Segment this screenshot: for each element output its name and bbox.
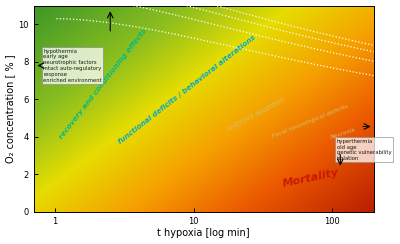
Text: functional deficits / behavioral alterations: functional deficits / behavioral alterat… <box>118 34 257 145</box>
Text: Mortality: Mortality <box>281 167 340 189</box>
Text: selective apoptosis: selective apoptosis <box>226 97 285 132</box>
Text: Focal neurological deficits: Focal neurological deficits <box>272 104 350 140</box>
Text: recovery and conditioning effects: recovery and conditioning effects <box>58 28 147 141</box>
Text: Necrosis: Necrosis <box>330 127 356 140</box>
Text: hyperthermia
old age
genetic vulnerability
isolation: hyperthermia old age genetic vulnerabili… <box>336 139 391 161</box>
Text: hypothermia
early age
neurotrophic factors
intact auto-regulatory
response
enric: hypothermia early age neurotrophic facto… <box>43 49 102 82</box>
X-axis label: t hypoxia [log min]: t hypoxia [log min] <box>157 228 250 238</box>
Y-axis label: O₂ concentration [ % ]: O₂ concentration [ % ] <box>6 54 16 163</box>
